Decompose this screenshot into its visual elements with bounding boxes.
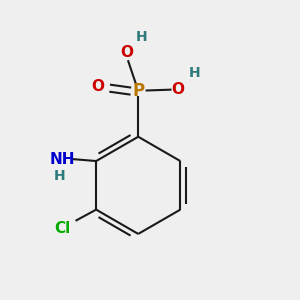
Text: O: O	[92, 79, 104, 94]
Text: P: P	[132, 82, 144, 100]
Text: H: H	[135, 30, 147, 44]
Text: Cl: Cl	[54, 221, 70, 236]
Text: H: H	[188, 66, 200, 80]
Text: H: H	[53, 169, 65, 183]
Text: O: O	[120, 45, 133, 60]
Text: NH: NH	[50, 152, 75, 167]
Text: O: O	[172, 82, 184, 97]
